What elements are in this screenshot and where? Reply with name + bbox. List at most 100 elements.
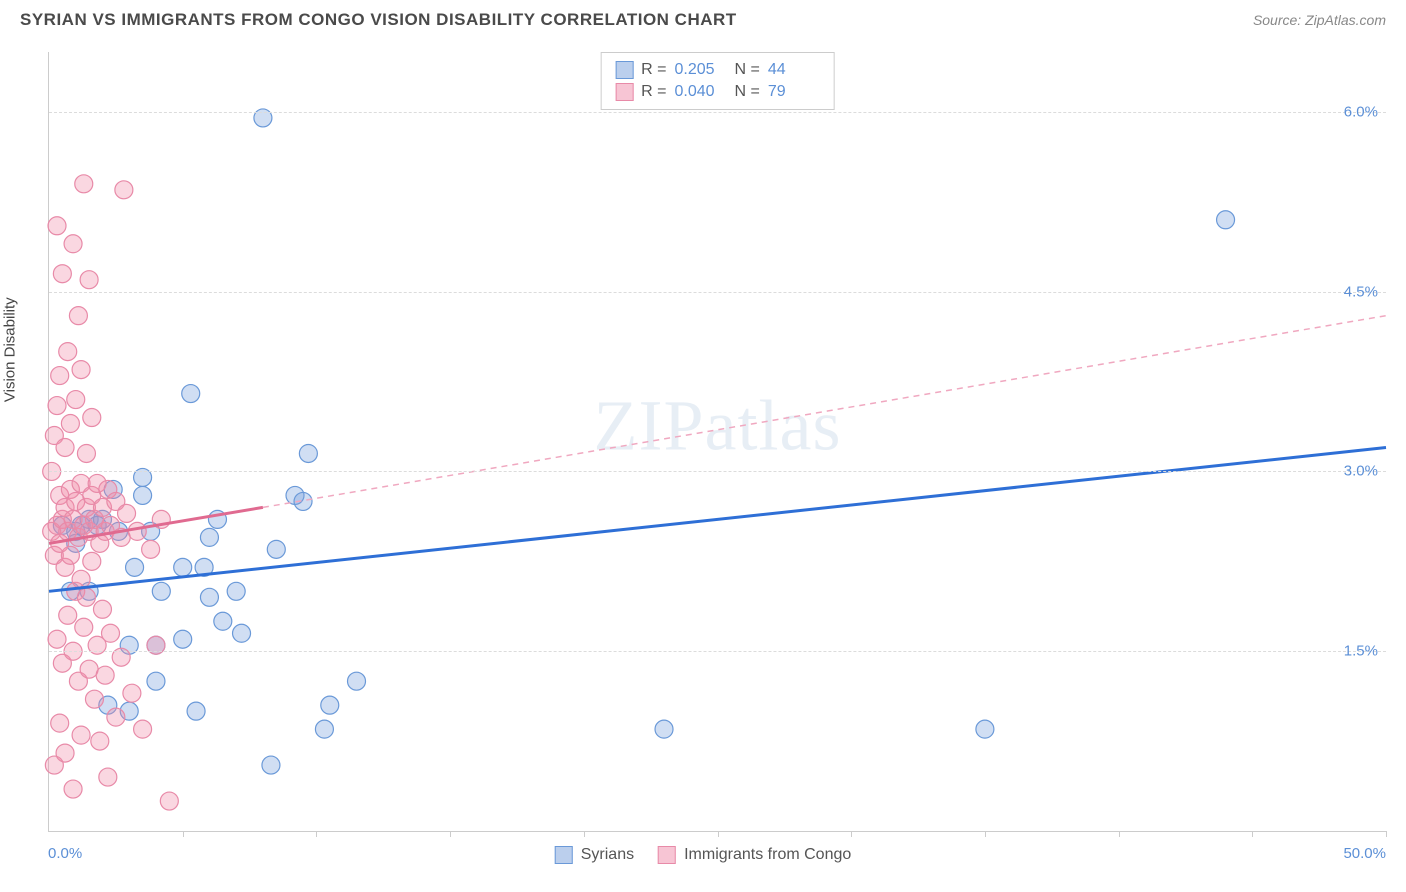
data-point bbox=[348, 672, 366, 690]
legend-item: Immigrants from Congo bbox=[658, 846, 851, 864]
stats-legend: R = 0.205 N = 44 R =0.040N =79 bbox=[600, 52, 835, 110]
x-tick bbox=[985, 831, 986, 837]
data-point bbox=[107, 708, 125, 726]
n-value: 79 bbox=[768, 83, 820, 101]
data-point bbox=[174, 630, 192, 648]
data-point bbox=[299, 444, 317, 462]
data-point bbox=[72, 570, 90, 588]
legend-label: Syrians bbox=[581, 846, 634, 864]
data-point bbox=[80, 660, 98, 678]
x-tick bbox=[316, 831, 317, 837]
data-point bbox=[72, 726, 90, 744]
x-tick bbox=[1386, 831, 1387, 837]
data-point bbox=[91, 732, 109, 750]
series-legend: Syrians Immigrants from Congo bbox=[555, 846, 852, 864]
data-point bbox=[48, 397, 66, 415]
data-point bbox=[126, 558, 144, 576]
legend-swatch bbox=[615, 83, 633, 101]
x-tick bbox=[183, 831, 184, 837]
x-tick bbox=[1252, 831, 1253, 837]
x-tick bbox=[1119, 831, 1120, 837]
data-point bbox=[83, 409, 101, 427]
data-point bbox=[99, 768, 117, 786]
data-point bbox=[64, 780, 82, 798]
data-point bbox=[48, 217, 66, 235]
data-point bbox=[1217, 211, 1235, 229]
x-tick bbox=[718, 831, 719, 837]
data-point bbox=[69, 307, 87, 325]
data-point bbox=[83, 552, 101, 570]
data-point bbox=[61, 415, 79, 433]
data-point bbox=[182, 385, 200, 403]
data-point bbox=[200, 528, 218, 546]
chart-title: SYRIAN VS IMMIGRANTS FROM CONGO VISION D… bbox=[20, 10, 737, 30]
data-point bbox=[123, 684, 141, 702]
y-tick-label: 6.0% bbox=[1344, 103, 1378, 120]
gridline bbox=[49, 471, 1386, 472]
data-point bbox=[655, 720, 673, 738]
data-point bbox=[315, 720, 333, 738]
data-point bbox=[75, 175, 93, 193]
chart-header: SYRIAN VS IMMIGRANTS FROM CONGO VISION D… bbox=[0, 0, 1406, 40]
data-point bbox=[59, 343, 77, 361]
data-point bbox=[233, 624, 251, 642]
data-point bbox=[51, 367, 69, 385]
data-point bbox=[214, 612, 232, 630]
data-point bbox=[200, 588, 218, 606]
stats-legend-row: R =0.040N =79 bbox=[615, 81, 820, 103]
data-point bbox=[51, 714, 69, 732]
data-point bbox=[48, 630, 66, 648]
legend-swatch bbox=[555, 846, 573, 864]
data-point bbox=[56, 438, 74, 456]
data-point bbox=[77, 444, 95, 462]
data-point bbox=[75, 618, 93, 636]
data-point bbox=[976, 720, 994, 738]
r-value: 0.205 bbox=[675, 61, 727, 79]
x-tick bbox=[450, 831, 451, 837]
x-axis-max-label: 50.0% bbox=[1343, 845, 1386, 862]
n-value: 44 bbox=[768, 61, 820, 79]
gridline bbox=[49, 651, 1386, 652]
data-point bbox=[174, 558, 192, 576]
legend-swatch bbox=[658, 846, 676, 864]
gridline bbox=[49, 292, 1386, 293]
y-tick-label: 3.0% bbox=[1344, 463, 1378, 480]
data-point bbox=[187, 702, 205, 720]
scatter-svg bbox=[49, 52, 1386, 831]
data-point bbox=[142, 540, 160, 558]
data-point bbox=[147, 672, 165, 690]
data-point bbox=[72, 361, 90, 379]
data-point bbox=[115, 181, 133, 199]
r-value: 0.040 bbox=[675, 83, 727, 101]
data-point bbox=[64, 235, 82, 253]
legend-swatch bbox=[615, 61, 633, 79]
data-point bbox=[102, 624, 120, 642]
y-tick-label: 4.5% bbox=[1344, 283, 1378, 300]
data-point bbox=[67, 391, 85, 409]
data-point bbox=[160, 792, 178, 810]
y-tick-label: 1.5% bbox=[1344, 643, 1378, 660]
r-label: R = bbox=[641, 61, 666, 79]
data-point bbox=[53, 265, 71, 283]
n-label: N = bbox=[735, 61, 760, 79]
x-tick bbox=[851, 831, 852, 837]
data-point bbox=[61, 546, 79, 564]
data-point bbox=[134, 486, 152, 504]
data-point bbox=[96, 666, 114, 684]
data-point bbox=[152, 582, 170, 600]
data-point bbox=[80, 271, 98, 289]
data-point bbox=[128, 522, 146, 540]
data-point bbox=[77, 588, 95, 606]
gridline bbox=[49, 112, 1386, 113]
x-axis-min-label: 0.0% bbox=[48, 845, 82, 862]
legend-item: Syrians bbox=[555, 846, 634, 864]
x-tick bbox=[584, 831, 585, 837]
data-point bbox=[93, 600, 111, 618]
chart-plot-area: ZIPatlas R =0.205N =44R =0.040N =79 1.5%… bbox=[48, 52, 1386, 832]
legend-label: Immigrants from Congo bbox=[684, 846, 851, 864]
data-point bbox=[262, 756, 280, 774]
data-point bbox=[227, 582, 245, 600]
data-point bbox=[321, 696, 339, 714]
data-point bbox=[59, 606, 77, 624]
data-point bbox=[267, 540, 285, 558]
